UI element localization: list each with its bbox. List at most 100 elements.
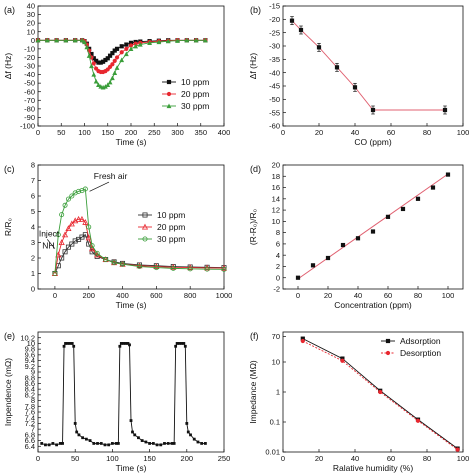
data-point [62, 344, 66, 348]
legend-marker [166, 79, 172, 85]
data-point [136, 262, 143, 269]
data-point [111, 260, 117, 266]
x-tick-label: 40 [351, 454, 359, 463]
data-point [415, 418, 421, 423]
x-tick-label: 80 [423, 454, 431, 463]
data-point [118, 344, 122, 348]
data-point [70, 342, 74, 345]
data-point [55, 443, 58, 447]
y-tick-label: -55 [269, 108, 280, 117]
data-point [136, 264, 142, 270]
y-tick-label: 0.01 [265, 448, 280, 457]
data-point [175, 342, 179, 345]
y-tick-label: 9.4 [25, 356, 35, 365]
x-axis-label: Time (s) [116, 137, 147, 147]
y-axis-label: Impedance (MΩ) [248, 360, 258, 424]
data-point [88, 439, 92, 442]
y-tick-label: -30 [269, 42, 280, 51]
data-point [137, 436, 140, 440]
data-point [86, 224, 92, 230]
chart-panel-e: (e) 0 50 100 150 200 250 6.46.66.877.27.47.67.8… [3, 331, 230, 473]
data-point [445, 172, 451, 177]
data-point [153, 263, 160, 270]
x-tick-label: 60 [387, 128, 395, 137]
data-point [58, 442, 62, 445]
y-tick-label: 6 [276, 240, 280, 249]
data-point [126, 342, 130, 345]
data-point [133, 433, 137, 437]
y-tick-label: 7.6 [25, 408, 35, 417]
data-point [110, 51, 115, 56]
y-tick-label: 9.6 [25, 350, 35, 359]
x-tick-label: 250 [218, 454, 231, 463]
series-line [291, 20, 445, 111]
y-tick-label: -20 [24, 53, 35, 62]
data-point [94, 250, 100, 256]
chart-panel-a: (a)0 50 100 150 200 250 300 350 400-100-90-80-70… [3, 2, 230, 147]
y-tick-label: -90 [24, 113, 35, 122]
x-tick-label: 1000 [216, 291, 233, 300]
data-point [81, 436, 85, 440]
data-point [430, 185, 436, 190]
plot-frame [37, 331, 225, 453]
legend-marker [166, 91, 172, 97]
y-tick-label: -30 [24, 62, 35, 71]
legend-marker [142, 236, 148, 242]
data-point [147, 40, 152, 45]
data-point [58, 239, 65, 245]
x-tick-label: 200 [125, 128, 138, 137]
data-point [77, 433, 81, 437]
data-point [455, 447, 460, 452]
y-tick-label: 4 [31, 223, 35, 232]
y-tick-label: -35 [269, 55, 280, 64]
data-point [170, 265, 176, 271]
y-tick-label: 0 [31, 285, 35, 294]
x-tick-label: 60 [384, 291, 392, 300]
data-point [98, 60, 103, 65]
data-point [170, 442, 174, 445]
data-point [155, 443, 159, 447]
data-point [96, 82, 101, 87]
x-tick-label: 0 [53, 291, 57, 300]
data-point [370, 229, 376, 234]
y-tick-label: 7.4 [25, 413, 35, 422]
data-point [112, 70, 118, 75]
y-tick-label: 3 [31, 238, 35, 247]
y-tick-label: 7 [31, 425, 35, 434]
x-tick-label: 50 [57, 128, 65, 137]
data-point [196, 440, 200, 444]
y-axis-label: Impendence (mΩ) [3, 358, 13, 426]
data-point [72, 238, 78, 244]
x-tick-label: 0 [281, 128, 285, 137]
y-tick-label: 18 [272, 172, 280, 181]
data-point [89, 243, 95, 249]
plot-frame [282, 164, 464, 290]
series-30-ppm [35, 37, 208, 90]
legend-label: Desorption [400, 348, 441, 358]
data-point [84, 437, 88, 441]
data-point [128, 343, 131, 347]
data-point [185, 422, 189, 425]
data-point [114, 442, 118, 445]
y-tick-label: 7.8 [25, 402, 35, 411]
data-point [63, 37, 69, 43]
annotation-arrow [47, 239, 56, 249]
legend-label: 10 ppm [157, 210, 185, 220]
data-point [334, 65, 340, 70]
y-axis-label: Δf (Hz) [248, 53, 258, 80]
data-point [133, 43, 139, 49]
annotation: NH [42, 241, 54, 251]
data-point [122, 342, 125, 345]
data-point [310, 263, 316, 268]
plot-frame [37, 164, 225, 290]
data-point [124, 42, 129, 47]
data-point [91, 72, 97, 77]
data-point [184, 37, 190, 43]
data-point [151, 442, 155, 445]
data-point [103, 257, 109, 263]
data-point [400, 206, 406, 212]
data-point [73, 422, 77, 425]
y-tick-label: 10 [27, 339, 35, 348]
data-point [76, 188, 82, 194]
data-point [203, 37, 208, 43]
